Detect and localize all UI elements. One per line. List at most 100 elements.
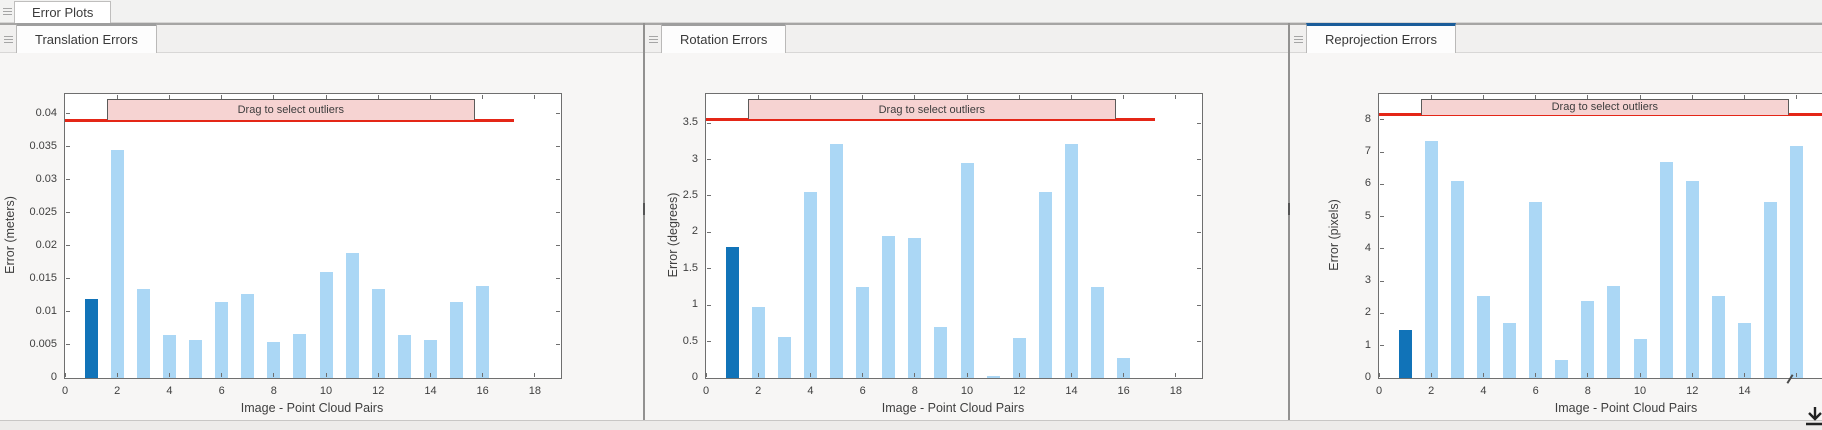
bar-pair-11[interactable] <box>345 252 359 378</box>
x-tick-top <box>429 95 431 99</box>
drag-select-outliers-band[interactable]: Drag to select outliers <box>106 99 475 121</box>
bar-pair-3[interactable] <box>136 288 150 378</box>
bar-pair-4[interactable] <box>162 335 176 378</box>
bar-pair-12[interactable] <box>371 288 385 378</box>
panel-splitter[interactable] <box>1288 23 1290 420</box>
y-tick <box>707 195 711 197</box>
bar-pair-10[interactable] <box>1633 339 1647 378</box>
bar-pair-7[interactable] <box>1555 360 1569 378</box>
x-tick <box>482 373 484 377</box>
plot-area[interactable]: Drag to select outliers <box>705 93 1203 379</box>
outlier-threshold-line[interactable] <box>1379 113 1822 117</box>
x-tick <box>1175 373 1177 377</box>
y-tick-label: 0.5 <box>682 334 698 347</box>
bar-pair-4[interactable] <box>1476 295 1490 378</box>
bar-pair-16[interactable] <box>476 285 490 378</box>
bar-pair-8[interactable] <box>267 341 281 378</box>
y-tick-label: 0.02 <box>35 238 57 251</box>
x-tick <box>809 373 811 377</box>
bar-pair-13[interactable] <box>397 335 411 378</box>
x-tick-label: 2 <box>1428 385 1435 397</box>
bar-pair-9[interactable] <box>934 327 948 378</box>
y-tick-label: 0 <box>50 371 57 383</box>
tab-rotation-errors[interactable]: Rotation Errors <box>661 23 787 53</box>
drag-grip-icon[interactable] <box>649 34 658 45</box>
arrow-down-to-line-icon[interactable] <box>1802 404 1822 430</box>
y-tick-label: 4 <box>1364 241 1371 254</box>
bar-pair-16[interactable] <box>1117 358 1131 378</box>
x-tick-label: 2 <box>114 385 121 397</box>
y-tick <box>707 231 711 233</box>
bar-pair-3[interactable] <box>1450 181 1464 378</box>
plot-area[interactable]: Drag to select outliers <box>64 93 562 379</box>
y-tick-label: 3.5 <box>682 116 698 129</box>
y-tick-label: 0.005 <box>29 337 57 350</box>
x-tick <box>221 373 223 377</box>
bar-pair-12[interactable] <box>1685 181 1699 378</box>
tab-error-plots[interactable]: Error Plots <box>14 1 112 23</box>
reprojection-errors-chart: Drag to select outliers 0 2 4 6 8 10 12 14 0 1 2 3 4 5… <box>1290 53 1822 420</box>
bar-pair-8[interactable] <box>1581 300 1595 378</box>
bar-pair-1[interactable] <box>725 246 739 378</box>
bar-pair-5[interactable] <box>189 339 203 378</box>
bar-pair-13[interactable] <box>1711 295 1725 378</box>
x-tick <box>757 373 759 377</box>
bar-pair-6[interactable] <box>215 302 229 378</box>
bar-pair-15[interactable] <box>450 302 464 378</box>
bar-pair-8[interactable] <box>908 238 922 378</box>
x-tick-top <box>116 95 118 99</box>
bar-pair-1[interactable] <box>1398 329 1412 378</box>
bar-pair-10[interactable] <box>960 163 974 378</box>
bar-pair-4[interactable] <box>803 192 817 378</box>
drag-select-outliers-band[interactable]: Drag to select outliers <box>747 99 1116 120</box>
bar-pair-10[interactable] <box>319 272 333 378</box>
outlier-threshold-line[interactable] <box>706 117 1155 121</box>
bar-pair-6[interactable] <box>1529 202 1543 378</box>
bar-pair-12[interactable] <box>1012 337 1026 378</box>
tab-reprojection-errors[interactable]: Reprojection Errors <box>1306 23 1456 53</box>
x-tick <box>534 373 536 377</box>
bar-pair-5[interactable] <box>830 143 844 378</box>
bar-pair-14[interactable] <box>1737 323 1751 378</box>
translation-errors-chart: Drag to select outliers 0 2 4 6 8 10 12 14 16 18 0 0… <box>0 53 643 420</box>
bar-pair-6[interactable] <box>856 286 870 378</box>
x-tick-label: 14 <box>1738 385 1751 397</box>
bar-pair-7[interactable] <box>241 294 255 378</box>
x-tick <box>1796 373 1798 377</box>
bar-pair-9[interactable] <box>1607 286 1621 378</box>
bar-pair-9[interactable] <box>293 333 307 378</box>
bar-pair-1[interactable] <box>84 298 98 378</box>
panel-splitter[interactable] <box>643 23 645 420</box>
bar-pair-13[interactable] <box>1038 192 1052 378</box>
y-tick-right <box>556 212 560 214</box>
bar-pair-15[interactable] <box>1091 286 1105 378</box>
y-tick <box>707 268 711 270</box>
x-tick-label: 0 <box>61 385 69 397</box>
x-tick-label: 6 <box>859 385 866 397</box>
bar-pair-2[interactable] <box>1424 140 1438 378</box>
x-tick-label: 10 <box>960 385 974 397</box>
y-tick <box>1380 312 1384 314</box>
bar-pair-11[interactable] <box>1659 161 1673 378</box>
bar-pair-2[interactable] <box>751 306 765 378</box>
bar-pair-5[interactable] <box>1503 323 1517 378</box>
drag-grip-icon[interactable] <box>4 34 13 45</box>
tab-translation-errors[interactable]: Translation Errors <box>16 23 157 53</box>
bar-pair-2[interactable] <box>110 150 124 378</box>
plot-area[interactable]: Drag to select outliers <box>1378 93 1822 379</box>
bar-pair-7[interactable] <box>882 236 896 378</box>
drag-grip-icon[interactable] <box>3 6 12 17</box>
drag-grip-icon[interactable] <box>1294 34 1303 45</box>
bar-pair-14[interactable] <box>423 339 437 378</box>
bar-pair-15[interactable] <box>1764 202 1778 378</box>
outlier-threshold-line[interactable] <box>65 118 514 122</box>
y-tick-right <box>556 344 560 346</box>
x-tick-top <box>1535 95 1537 99</box>
bar-pair-3[interactable] <box>777 336 791 378</box>
bar-pair-11[interactable] <box>986 375 1000 378</box>
x-tick-top <box>1018 95 1020 99</box>
y-tick <box>66 113 70 115</box>
bar-pair-16[interactable] <box>1790 145 1804 378</box>
bar-pair-14[interactable] <box>1064 143 1078 378</box>
drag-select-outliers-band[interactable]: Drag to select outliers <box>1420 99 1789 115</box>
